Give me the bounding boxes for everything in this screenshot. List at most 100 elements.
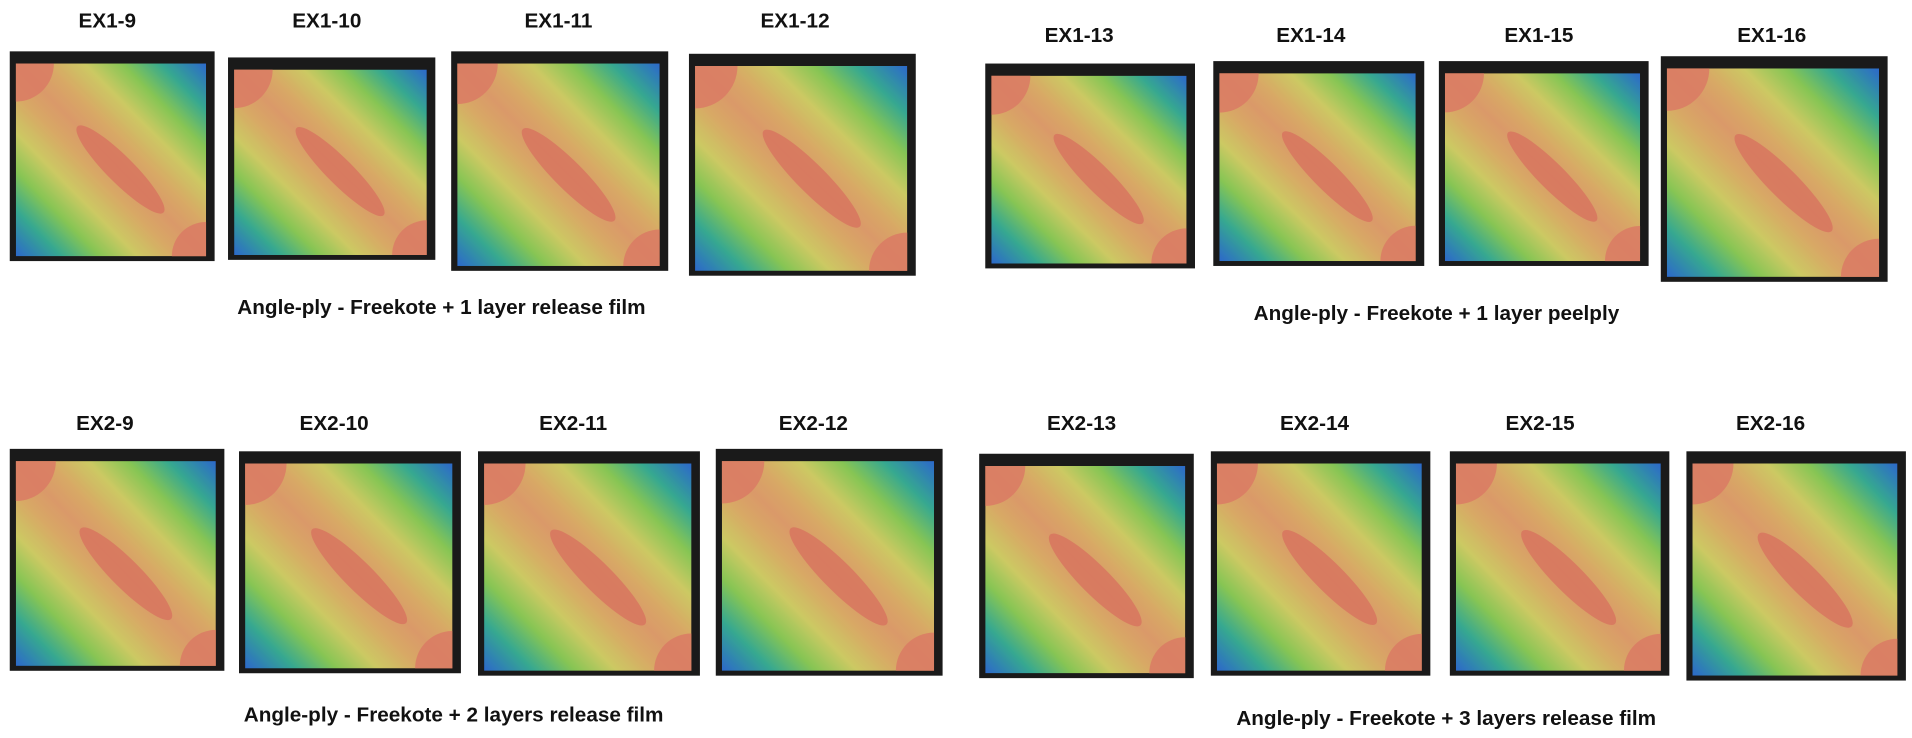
panel-label: EX2-13: [1047, 412, 1116, 435]
hot-corner: [415, 631, 453, 669]
hot-corner: [985, 465, 1026, 506]
contour-map: [245, 463, 453, 669]
contour-map: [484, 463, 692, 671]
hot-corner: [179, 629, 216, 666]
group-caption: Angle-ply - Freekote + 1 layer release f…: [237, 296, 645, 319]
hot-streak: [1734, 133, 1833, 233]
contour-image: [985, 63, 1195, 269]
panel-label: EX2-15: [1506, 412, 1575, 435]
hot-streak: [1507, 131, 1598, 222]
group-caption: Angle-ply - Freekote + 3 layers release …: [1236, 707, 1656, 730]
contour-map: [1692, 463, 1898, 676]
hot-corner: [623, 229, 660, 266]
panel-label: EX2-10: [300, 412, 369, 435]
hot-corner: [234, 69, 273, 109]
sheen: [457, 63, 660, 266]
panel-label: EX2-12: [779, 412, 848, 435]
panel-label: EX1-14: [1276, 24, 1346, 47]
hot-corner: [1384, 633, 1422, 671]
contour-map: [991, 75, 1187, 264]
panel-label: EX2-14: [1280, 412, 1350, 435]
hot-corner: [15, 63, 54, 102]
hot-streak: [311, 528, 408, 625]
contour-map: [721, 461, 935, 671]
panel-label: EX1-11: [524, 10, 592, 33]
panel-label: EX1-13: [1045, 24, 1114, 47]
contour-map: [15, 63, 207, 257]
group-caption: Angle-ply - Freekote + 2 layers release …: [244, 703, 664, 726]
sheen: [245, 463, 453, 669]
hot-corner: [484, 463, 526, 505]
sheen: [1666, 68, 1880, 277]
sheen: [1444, 73, 1641, 262]
contour-map: [457, 63, 660, 266]
contour-image: [1213, 61, 1425, 266]
hot-corner: [1860, 638, 1898, 676]
hot-streak: [295, 127, 385, 217]
sheen: [1219, 73, 1416, 262]
contour-image: [715, 448, 943, 676]
hot-corner: [392, 220, 427, 255]
contour-image: [1438, 61, 1649, 266]
panel-label: EX1-9: [79, 10, 137, 33]
hot-corner: [1219, 73, 1259, 113]
hot-streak: [1053, 133, 1144, 225]
hot-corner: [15, 461, 56, 502]
hot-corner: [1380, 225, 1416, 262]
hot-corner: [1692, 463, 1734, 505]
panel-label: EX2-9: [76, 412, 134, 435]
sheen: [234, 69, 427, 255]
contour-map: [1455, 463, 1661, 671]
sheen: [15, 63, 207, 257]
contour-map: [1444, 73, 1641, 262]
sheen: [1216, 463, 1422, 671]
hot-streak: [1282, 530, 1378, 625]
hot-corner: [869, 232, 908, 271]
hot-streak: [521, 127, 616, 222]
contour-map: [1219, 73, 1416, 262]
sheen: [1692, 463, 1898, 676]
panel-label: EX2-11: [539, 412, 607, 435]
hot-corner: [1216, 463, 1258, 505]
contour-map: [985, 465, 1186, 674]
hot-streak: [1281, 131, 1373, 222]
sheen: [15, 461, 216, 666]
hot-corner: [721, 461, 765, 504]
sheen: [721, 461, 935, 671]
hot-streak: [762, 129, 861, 228]
contour-image: [228, 57, 436, 260]
panel-label: EX1-16: [1737, 24, 1806, 47]
contour-map: [15, 461, 216, 666]
panel-group: EX2-9 EX2-10 EX2-11 EX2-12 Angle-ply - Freek…: [9, 412, 943, 726]
contour-image: [451, 51, 669, 271]
contour-image: [979, 453, 1194, 679]
hot-corner: [1149, 637, 1186, 674]
panel-label: EX1-10: [292, 10, 361, 33]
sheen: [484, 463, 692, 671]
contour-map: [234, 69, 427, 255]
contour-map: [1216, 463, 1422, 671]
hot-streak: [76, 125, 165, 214]
hot-corner: [171, 221, 207, 257]
hot-corner: [457, 63, 498, 105]
contour-image: [1210, 451, 1431, 676]
hot-streak: [1757, 532, 1853, 628]
hot-corner: [245, 463, 287, 505]
panel-group: EX1-13 EX1-14 EX1-15 EX1-16 Angle-ply - Free…: [985, 24, 1888, 325]
contour-image: [1686, 451, 1906, 681]
hot-corner: [1455, 463, 1497, 505]
contour-image: [239, 451, 461, 674]
contour-image: [688, 53, 916, 276]
panel-label: EX1-15: [1504, 24, 1573, 47]
contour-image: [9, 448, 225, 671]
hot-corner: [1151, 228, 1187, 264]
hot-corner: [1444, 73, 1484, 113]
content: EX1-9 EX1-10 EX1-11 EX1-12 Angle-ply - Freek…: [9, 10, 1906, 730]
hot-corner: [895, 632, 935, 671]
hot-streak: [550, 529, 647, 626]
hot-streak: [79, 527, 173, 621]
panel-group: EX2-13 EX2-14 EX2-15 EX2-16 Angle-ply - Free…: [979, 412, 1906, 730]
sheen: [985, 465, 1186, 674]
